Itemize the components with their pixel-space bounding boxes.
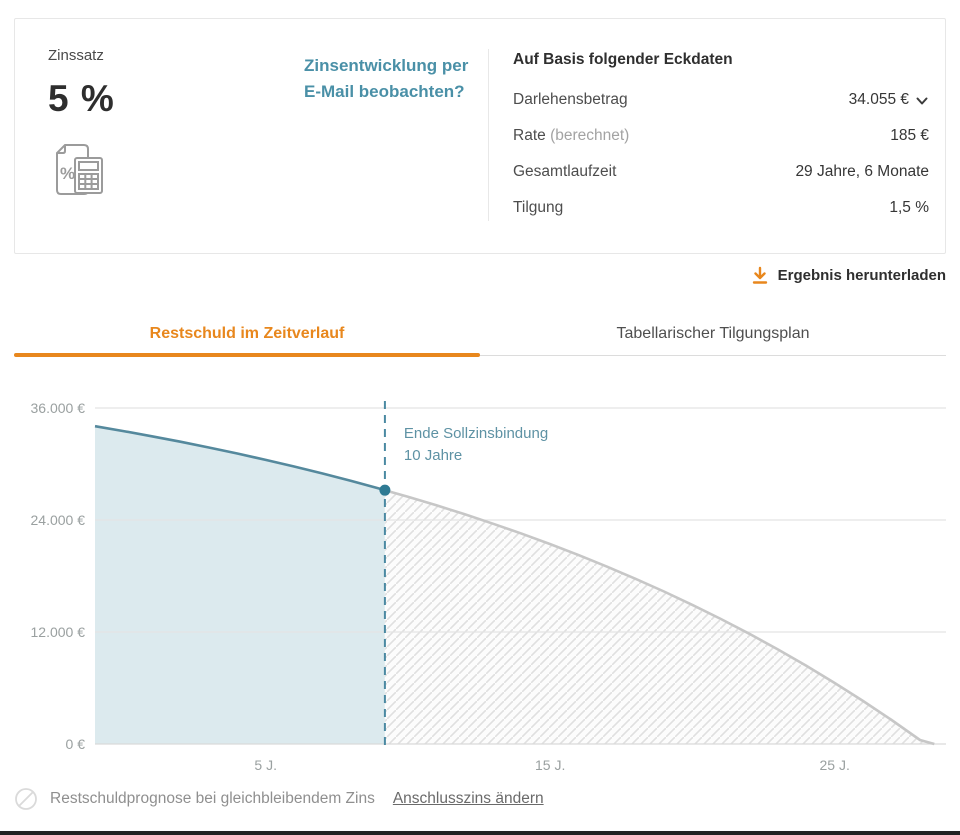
rate-value: 185 €: [890, 127, 929, 144]
interest-rate-value: 5 %: [48, 78, 115, 119]
legend-label: Restschuldprognose bei gleichbleibendem …: [50, 790, 375, 807]
tab-bar: Restschuld im Zeitverlauf Tabellarischer…: [14, 312, 946, 357]
y-axis-labels: 36.000 € 24.000 € 12.000 € 0 €: [31, 400, 86, 752]
x-tick-label: 5 J.: [254, 757, 277, 773]
fixed-rate-area: [95, 426, 385, 744]
x-axis-labels: 5 J. 15 J. 25 J.: [254, 757, 849, 773]
change-follow-up-rate-link[interactable]: Anschlusszins ändern: [392, 790, 544, 807]
download-icon: [752, 266, 767, 284]
loan-amount-label: Darlehensbetrag: [513, 91, 628, 108]
summary-card: Zinssatz 5 % % Zinsentwicklung per E-Mai…: [14, 18, 946, 254]
y-tick-label: 12.000 €: [31, 624, 86, 640]
svg-text:%: %: [60, 164, 75, 183]
y-tick-label: 24.000 €: [31, 512, 86, 528]
fact-row-total-term: Gesamtlaufzeit 29 Jahre, 6 Monate: [513, 154, 929, 190]
bottom-edge-bar: [0, 831, 960, 835]
forecast-legend-icon: [15, 788, 37, 810]
interest-rate-block: Zinssatz 5 % %: [48, 47, 115, 205]
percent-calculator-icon: %: [48, 138, 115, 205]
total-term-label: Gesamtlaufzeit: [513, 163, 617, 180]
key-facts-title: Auf Basis folgender Eckdaten: [513, 51, 733, 68]
chart-curves: [94, 424, 935, 746]
y-tick-label: 36.000 €: [31, 400, 86, 416]
card-divider: [488, 49, 489, 221]
key-facts-panel: Auf Basis folgender Eckdaten Darlehensbe…: [513, 51, 929, 226]
tab-remaining-debt-chart[interactable]: Restschuld im Zeitverlauf: [14, 312, 480, 357]
x-tick-label: 15 J.: [535, 757, 565, 773]
fact-row-amortization: Tilgung 1,5 %: [513, 190, 929, 226]
fact-row-loan-amount: Darlehensbetrag 34.055 €: [513, 82, 929, 118]
total-term-value: 29 Jahre, 6 Monate: [795, 163, 929, 180]
forecast-area: [384, 490, 935, 744]
download-result-link[interactable]: Ergebnis herunterladen: [751, 266, 946, 285]
x-tick-label: 25 J.: [820, 757, 850, 773]
download-label: Ergebnis herunterladen: [777, 267, 946, 284]
chart-area-fills: [95, 426, 935, 744]
fixation-end-dot[interactable]: [379, 484, 391, 496]
remaining-debt-chart: Ende Sollzinsbindung 10 Jahre 36.000 € 24…: [31, 400, 946, 773]
amortization-value: 1,5 %: [889, 199, 929, 216]
fixation-annotation-line1: Ende Sollzinsbindung: [404, 425, 548, 442]
loan-amount-value[interactable]: 34.055 €: [849, 91, 929, 109]
rate-label: Rate: [513, 127, 546, 144]
watch-interest-email-link[interactable]: Zinsentwicklung per E-Mail beobachten?: [304, 56, 469, 101]
fixed-rate-curve: [94, 424, 386, 492]
interest-rate-label: Zinssatz: [48, 47, 104, 64]
fact-row-rate: Rate (berechnet) 185 €: [513, 118, 929, 154]
forecast-curve: [384, 488, 935, 746]
amortization-label: Tilgung: [513, 199, 564, 216]
y-tick-label: 0 €: [66, 736, 86, 752]
rate-label-suffix: (berechnet): [550, 127, 630, 144]
chart-gridlines: [95, 407, 946, 745]
fixation-annotation-line2: 10 Jahre: [404, 447, 462, 464]
chart-legend: Restschuldprognose bei gleichbleibendem …: [14, 787, 544, 811]
tab-amortization-table[interactable]: Tabellarischer Tilgungsplan: [616, 324, 810, 342]
chevron-down-icon[interactable]: [915, 94, 929, 108]
